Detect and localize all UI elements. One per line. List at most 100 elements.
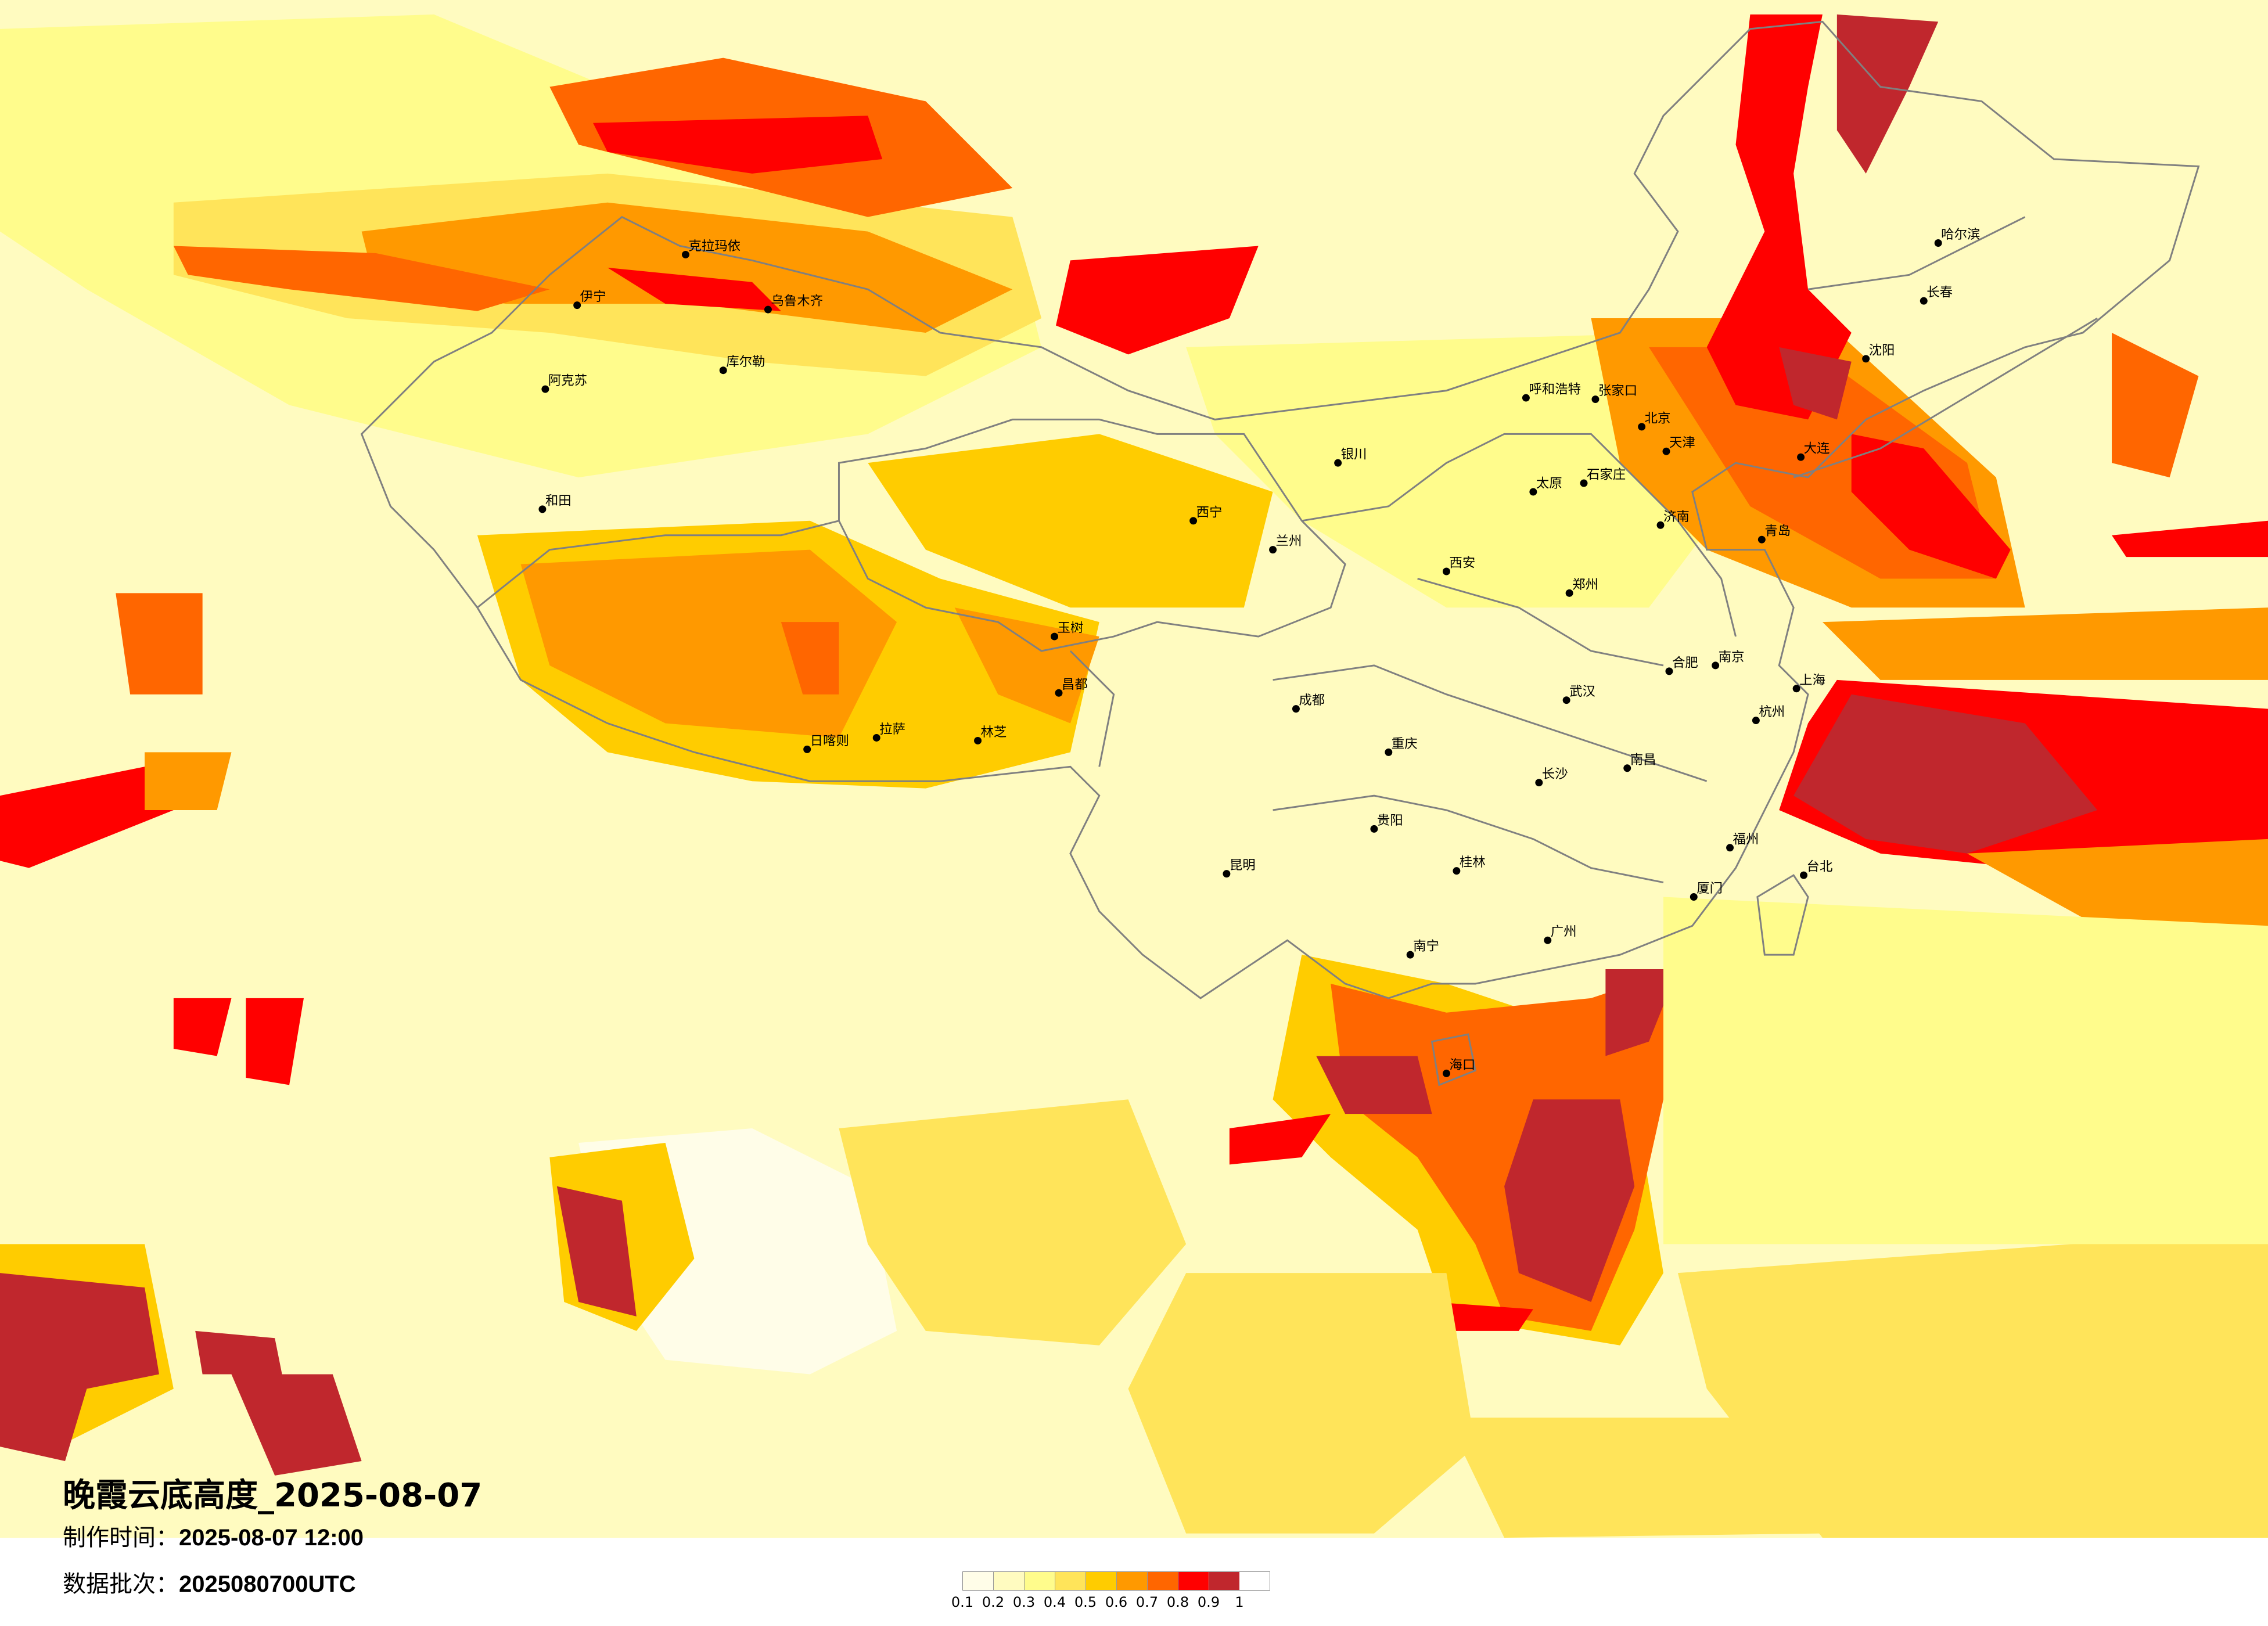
color-legend: 0.1 0.2 0.3 0.4 0.5 0.6 0.7 0.8 0.9 1 bbox=[951, 1571, 1270, 1614]
value-region bbox=[868, 434, 1273, 608]
city-dot bbox=[1726, 844, 1734, 852]
value-region bbox=[173, 246, 550, 311]
city-label: 大连 bbox=[1804, 441, 1830, 456]
city-dot bbox=[1623, 764, 1631, 772]
value-region bbox=[1706, 14, 1852, 420]
legend-swatch bbox=[1148, 1572, 1178, 1590]
city-label: 重庆 bbox=[1392, 736, 1418, 751]
city-label: 上海 bbox=[1799, 672, 1825, 688]
city-label: 昆明 bbox=[1230, 858, 1256, 873]
legend-colorbar bbox=[962, 1571, 1270, 1591]
legend-tick-label: 0.2 bbox=[982, 1594, 1005, 1610]
value-region bbox=[1605, 969, 1678, 1056]
value-region bbox=[781, 622, 839, 695]
city-dot bbox=[1370, 825, 1378, 833]
legend-tick-label: 0.5 bbox=[1074, 1594, 1097, 1610]
value-region bbox=[0, 767, 174, 868]
legend-swatch bbox=[1055, 1572, 1086, 1590]
city-dot bbox=[1442, 567, 1450, 575]
province-borders bbox=[360, 20, 2200, 1087]
city-dot bbox=[1690, 893, 1698, 901]
city-dot bbox=[1544, 936, 1552, 944]
map-title: 晚霞云底高度_2025-08-07 bbox=[63, 1477, 483, 1515]
city-dot bbox=[1522, 394, 1530, 402]
city-label: 玉树 bbox=[1058, 621, 1084, 636]
value-region bbox=[1822, 607, 2268, 680]
city-label: 西宁 bbox=[1196, 505, 1223, 520]
city-label: 兰州 bbox=[1276, 534, 1302, 549]
city-label: 台北 bbox=[1807, 859, 1833, 875]
city-label: 北京 bbox=[1645, 411, 1671, 426]
city-label: 拉萨 bbox=[879, 722, 905, 737]
value-region bbox=[607, 267, 781, 311]
city-dot bbox=[1862, 355, 1870, 363]
city-dot bbox=[764, 305, 772, 314]
city-label: 西安 bbox=[1449, 556, 1475, 571]
city-label: 南宁 bbox=[1413, 939, 1439, 954]
legend-tick-label: 0.4 bbox=[1043, 1594, 1066, 1610]
city-label: 海口 bbox=[1449, 1057, 1475, 1073]
city-dot bbox=[1797, 453, 1805, 461]
city-dot bbox=[538, 505, 547, 513]
city-dot bbox=[573, 301, 581, 310]
city-dot bbox=[1934, 239, 1942, 247]
production-time-label: 制作时间： bbox=[63, 1524, 179, 1551]
city-label: 青岛 bbox=[1764, 524, 1791, 539]
legend-swatch bbox=[1209, 1572, 1239, 1590]
value-region bbox=[1316, 1056, 1432, 1114]
production-time: 制作时间：2025-08-07 12:00 bbox=[63, 1519, 364, 1552]
legend-swatch bbox=[1178, 1572, 1209, 1590]
city-label: 沈阳 bbox=[1869, 343, 1895, 358]
city-dot bbox=[1442, 1069, 1450, 1077]
value-region bbox=[1128, 1273, 1476, 1534]
city-dot bbox=[1638, 423, 1646, 431]
value-region bbox=[1056, 246, 1259, 355]
city-label: 和田 bbox=[545, 493, 572, 508]
city-label: 天津 bbox=[1669, 436, 1695, 451]
city-dot bbox=[1385, 748, 1393, 756]
city-dot bbox=[1535, 779, 1543, 787]
value-region bbox=[954, 607, 1099, 724]
city-dot bbox=[1792, 685, 1800, 693]
city-dot bbox=[1800, 871, 1808, 879]
legend-tick-label: 0.1 bbox=[951, 1594, 974, 1610]
city-dot bbox=[1055, 689, 1063, 697]
legend-tick-label: 0.8 bbox=[1166, 1594, 1189, 1610]
legend-swatch bbox=[1086, 1572, 1117, 1590]
legend-tick-label: 1 bbox=[1235, 1594, 1244, 1610]
city-dot bbox=[872, 733, 880, 742]
city-label: 贵阳 bbox=[1377, 813, 1403, 828]
city-dot bbox=[1656, 521, 1665, 529]
value-region bbox=[1446, 1418, 1823, 1538]
value-region bbox=[1793, 694, 2098, 854]
city-label: 合肥 bbox=[1672, 655, 1698, 670]
value-region bbox=[2112, 332, 2199, 478]
value-region bbox=[195, 1330, 282, 1375]
value-region bbox=[2112, 520, 2268, 557]
province-border bbox=[476, 520, 1115, 767]
city-dot bbox=[1406, 951, 1414, 959]
city-dot bbox=[1529, 488, 1537, 496]
city-label: 福州 bbox=[1733, 832, 1759, 847]
city-label: 广州 bbox=[1551, 924, 1577, 940]
city-dot bbox=[1269, 546, 1277, 554]
value-region bbox=[116, 593, 203, 695]
legend-swatch bbox=[994, 1572, 1025, 1590]
city-label: 郑州 bbox=[1572, 577, 1598, 592]
city-dot bbox=[1712, 661, 1720, 670]
city-label: 济南 bbox=[1663, 509, 1690, 524]
city-label: 南京 bbox=[1719, 649, 1745, 664]
city-label: 太原 bbox=[1536, 476, 1562, 491]
city-dot bbox=[1920, 297, 1928, 305]
value-region bbox=[246, 998, 304, 1085]
city-label: 武汉 bbox=[1569, 684, 1595, 699]
province-border bbox=[1273, 433, 1737, 884]
value-region bbox=[1779, 347, 1852, 420]
city-dot bbox=[803, 745, 811, 753]
city-label: 昌都 bbox=[1062, 677, 1088, 692]
value-region bbox=[1432, 1301, 1533, 1331]
city-dot bbox=[1562, 696, 1570, 704]
city-label: 桂林 bbox=[1460, 855, 1486, 870]
value-region bbox=[1504, 1099, 1635, 1302]
